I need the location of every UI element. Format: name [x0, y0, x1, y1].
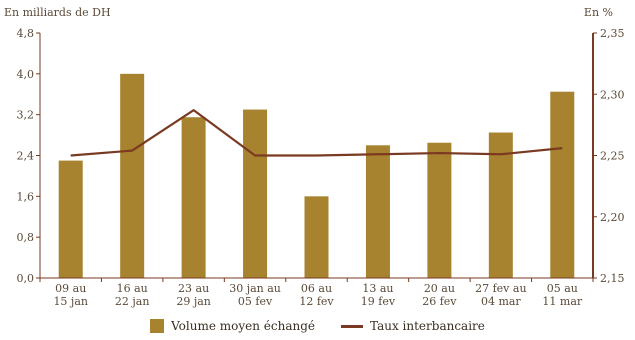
series-line-taux	[71, 110, 563, 155]
bar-8	[550, 92, 574, 278]
left-tick-label-5: 4,0	[17, 68, 35, 81]
bar-1	[120, 74, 144, 278]
legend-swatch-volume	[150, 319, 164, 333]
left-tick-label-2: 1,6	[17, 190, 35, 203]
right-tick-label-4: 2,35	[600, 27, 625, 40]
right-tick-label-2: 2,25	[600, 150, 625, 163]
bar-0	[59, 161, 83, 278]
bar-2	[182, 117, 206, 278]
legend-item-volume: Volume moyen échangé	[150, 319, 315, 333]
right-tick-label-3: 2,30	[600, 88, 625, 101]
bar-6	[427, 143, 451, 278]
legend-label-volume: Volume moyen échangé	[171, 319, 315, 333]
bar-3	[243, 110, 267, 278]
left-axis-unit: En milliards de DH	[4, 6, 111, 19]
left-tick-label-4: 3,2	[17, 109, 35, 122]
bar-5	[366, 145, 390, 278]
legend-item-rate: Taux interbancaire	[341, 319, 485, 333]
right-tick-label-0: 2,15	[600, 272, 625, 285]
legend: Volume moyen échangé Taux interbancaire	[0, 319, 635, 333]
legend-label-rate: Taux interbancaire	[370, 319, 485, 333]
left-tick-label-0: 0,0	[17, 272, 35, 285]
right-axis-unit: En %	[584, 6, 613, 19]
right-tick-label-1: 2,20	[600, 211, 625, 224]
left-tick-label-3: 2,4	[17, 150, 35, 163]
left-tick-label-6: 4,8	[17, 27, 35, 40]
legend-swatch-rate	[341, 325, 363, 328]
bar-4	[305, 196, 329, 278]
left-tick-label-1: 0,8	[17, 231, 35, 244]
